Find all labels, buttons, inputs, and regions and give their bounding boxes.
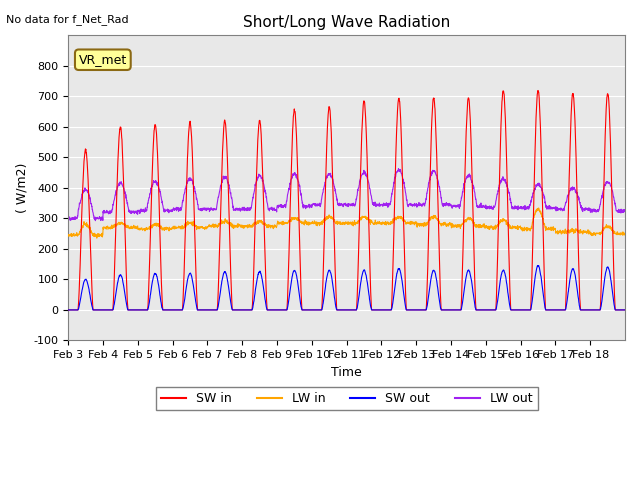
Legend: SW in, LW in, SW out, LW out: SW in, LW in, SW out, LW out bbox=[156, 387, 538, 410]
Text: No data for f_Net_Rad: No data for f_Net_Rad bbox=[6, 14, 129, 25]
Y-axis label: ( W/m2): ( W/m2) bbox=[15, 163, 28, 213]
Title: Short/Long Wave Radiation: Short/Long Wave Radiation bbox=[243, 15, 451, 30]
X-axis label: Time: Time bbox=[332, 366, 362, 379]
Text: VR_met: VR_met bbox=[79, 53, 127, 66]
